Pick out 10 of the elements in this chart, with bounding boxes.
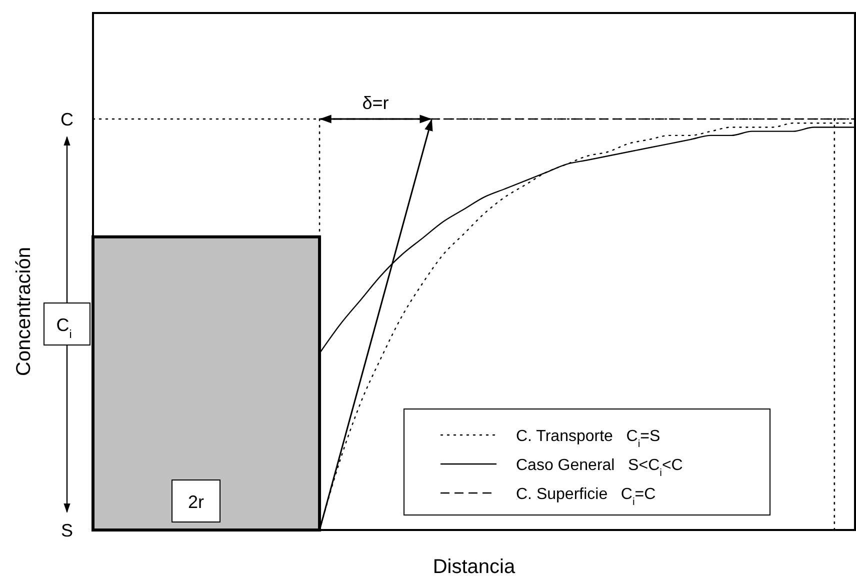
annotation: 2r [188,492,204,512]
text: S [60,520,74,540]
text: δ=r [362,93,389,113]
y-axis-title: Concentración [13,247,35,376]
text: C$_{i}$ [56,315,72,340]
text: C [60,109,74,130]
legend-label: Caso General S<C$_{i}$<C [516,457,683,478]
legend-label: C. Superficie C$_{i}$=C [516,486,656,508]
x-axis-title: Distancia [432,556,516,578]
legend-label: C. Transporte C$_{i}$=S [516,428,660,450]
